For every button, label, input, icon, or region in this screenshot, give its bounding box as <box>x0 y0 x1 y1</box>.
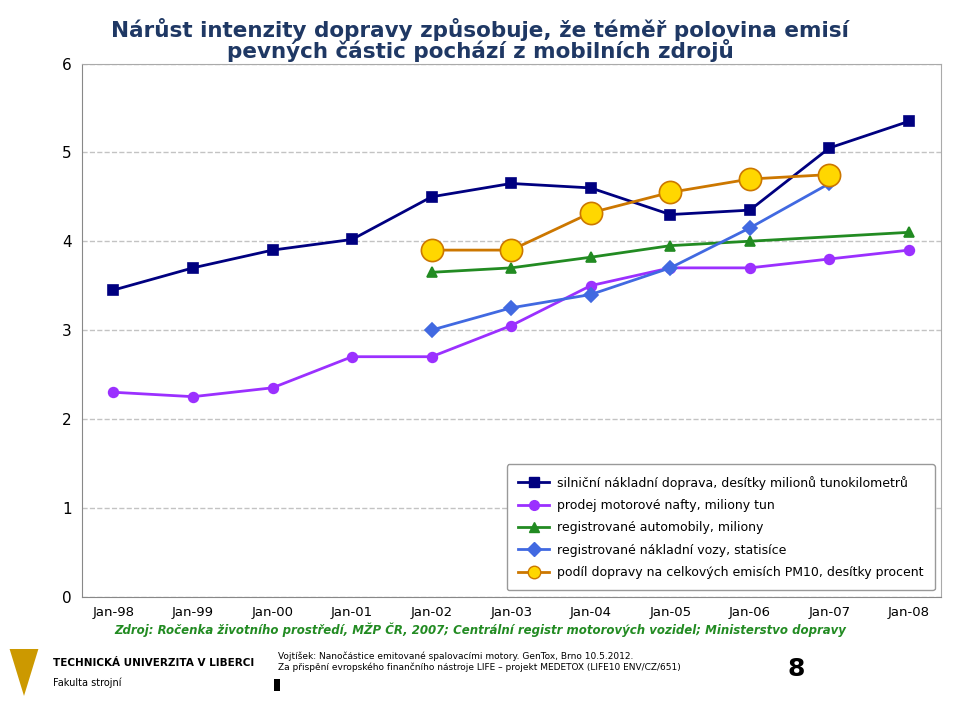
Text: Zdroj: Ročenka životního prostředí, MŽP ČR, 2007; Centrální registr motorových v: Zdroj: Ročenka životního prostředí, MŽP … <box>114 623 846 638</box>
Polygon shape <box>10 649 38 696</box>
Text: 8: 8 <box>787 657 804 681</box>
Text: Vojtíšek: Nanočástice emitované spalovacími motory. GenTox, Brno 10.5.2012.
Za p: Vojtíšek: Nanočástice emitované spalovac… <box>278 651 682 671</box>
Text: Nárůst intenzity dopravy způsobuje, že téměř polovina emisí: Nárůst intenzity dopravy způsobuje, že t… <box>111 18 849 41</box>
Bar <box>274 679 280 691</box>
Text: Fakulta strojní: Fakulta strojní <box>53 678 121 688</box>
Text: TECHNICKÁ UNIVERZITA V LIBERCI: TECHNICKÁ UNIVERZITA V LIBERCI <box>53 658 254 668</box>
Legend: silniční nákladní doprava, desítky milionů tunokilometrů, prodej motorové nafty,: silniční nákladní doprava, desítky milio… <box>507 465 934 590</box>
Text: pevných částic pochází z mobilních zdrojů: pevných částic pochází z mobilních zdroj… <box>227 39 733 62</box>
